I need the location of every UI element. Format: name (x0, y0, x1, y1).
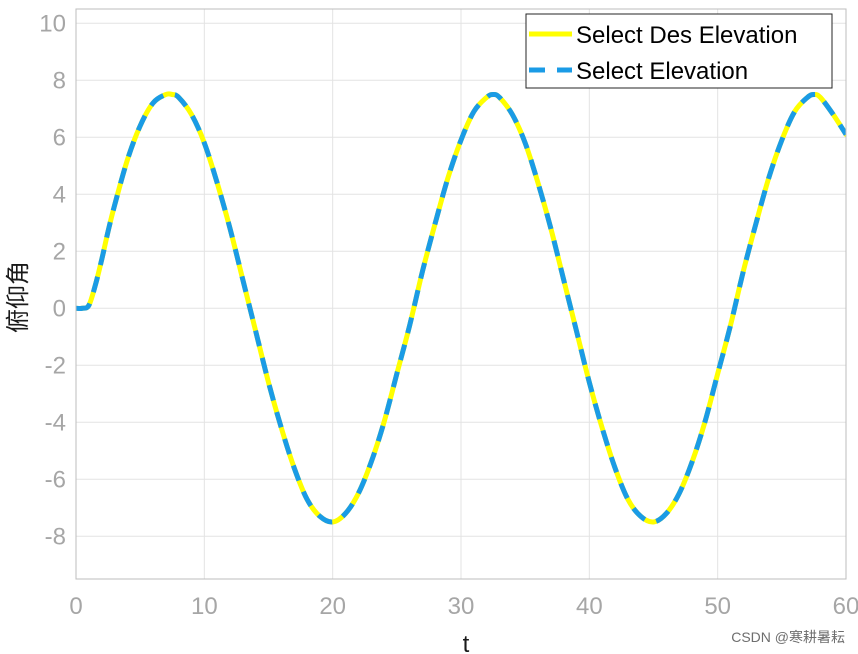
x-tick-label: 40 (576, 593, 603, 620)
legend: Select Des Elevation Select Elevation (525, 13, 833, 89)
y-tick-label: 10 (39, 10, 66, 37)
y-tick-label: 4 (53, 181, 66, 208)
x-tick-label: 20 (319, 593, 346, 620)
x-axis-label: t (463, 631, 470, 654)
legend-box (525, 13, 833, 89)
y-tick-label: -4 (45, 409, 66, 436)
y-tick-label: 8 (53, 67, 66, 94)
tick-labels: 0 10 20 30 40 50 60 -8 -6 -4 -2 0 2 4 6 8 10 (39, 10, 858, 620)
grid (76, 9, 846, 579)
y-tick-label: 6 (53, 124, 66, 151)
y-tick-label: -2 (45, 352, 66, 379)
x-tick-label: 30 (448, 593, 475, 620)
y-tick-label: 2 (53, 238, 66, 265)
y-tick-label: -6 (45, 466, 66, 493)
x-tick-label: 50 (704, 593, 731, 620)
plot-frame (75, 8, 847, 580)
legend-label-select-elevation: Select Elevation (576, 58, 748, 85)
watermark: CSDN @寒耕暑耘 (731, 629, 845, 645)
x-tick-label: 60 (833, 593, 858, 620)
series-group (76, 91, 846, 525)
x-tick-label: 10 (191, 593, 218, 620)
series-line-select-des-elevation (76, 91, 846, 525)
y-axis-label: 俯仰角 (5, 261, 32, 333)
x-tick-label: 0 (69, 593, 82, 620)
y-tick-label: 0 (53, 295, 66, 322)
y-tick-label: -8 (45, 523, 66, 550)
legend-label-select-des-elevation: Select Des Elevation (576, 22, 797, 49)
